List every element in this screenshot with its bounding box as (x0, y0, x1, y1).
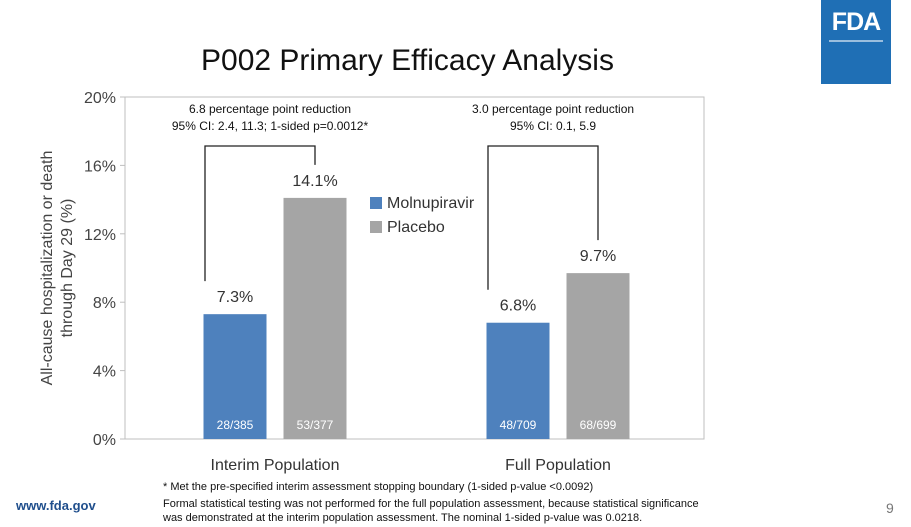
footnote-formal-testing-1: Formal statistical testing was not perfo… (163, 498, 699, 510)
bar-molnupiravir-interim (203, 314, 267, 439)
annotation-reduction: 3.0 percentage point reduction (472, 102, 634, 116)
x-category-label: Full Population (505, 457, 611, 474)
y-tick-label: 16% (84, 158, 116, 175)
bar-count-label: 48/709 (500, 418, 537, 432)
y-tick-label: 12% (84, 227, 116, 244)
logo-divider (829, 40, 883, 42)
annotation-ci: 95% CI: 2.4, 11.3; 1-sided p=0.0012* (172, 119, 369, 133)
slide-title: P002 Primary Efficacy Analysis (201, 44, 614, 77)
page-number: 9 (886, 500, 894, 516)
annotation-reduction: 6.8 percentage point reduction (189, 102, 351, 116)
bar-placebo-interim (283, 197, 347, 439)
bar-count-label: 28/385 (217, 418, 254, 432)
legend-label-placebo: Placebo (387, 219, 445, 236)
fda-logo-text: FDA (831, 8, 881, 36)
legend-label-molnupiravir: Molnupiravir (387, 195, 475, 212)
legend-swatch-molnupiravir (370, 197, 382, 209)
comparison-bracket (204, 145, 316, 282)
annotation-ci: 95% CI: 0.1, 5.9 (510, 119, 596, 133)
fda-website-link[interactable]: www.fda.gov (16, 498, 96, 513)
bar-count-label: 53/377 (297, 418, 334, 432)
footnote-stopping-boundary: * Met the pre-specified interim assessme… (163, 481, 594, 493)
y-axis-label-line2: through Day 29 (%) (59, 199, 76, 338)
y-tick-label: 20% (84, 90, 116, 107)
comparison-bracket (487, 145, 599, 290)
bar-value-label: 9.7% (580, 248, 616, 265)
bar-value-label: 7.3% (217, 289, 253, 306)
legend-swatch-placebo (370, 221, 382, 233)
bar-value-label: 14.1% (292, 173, 337, 190)
x-category-label: Interim Population (211, 457, 340, 474)
bar-count-label: 68/699 (580, 418, 617, 432)
y-tick-label: 4% (93, 364, 116, 381)
bar-value-label: 6.8% (500, 298, 536, 315)
y-tick-label: 0% (93, 432, 116, 449)
bar-placebo-full (566, 273, 630, 439)
footnote-formal-testing-2: was demonstrated at the interim populati… (163, 512, 643, 524)
y-tick-label: 8% (93, 295, 116, 312)
fda-logo: FDA (821, 0, 891, 84)
plot-area (124, 96, 705, 440)
bar-molnupiravir-full (486, 322, 550, 439)
y-axis-label-line1: All-cause hospitalization or death (39, 151, 56, 386)
